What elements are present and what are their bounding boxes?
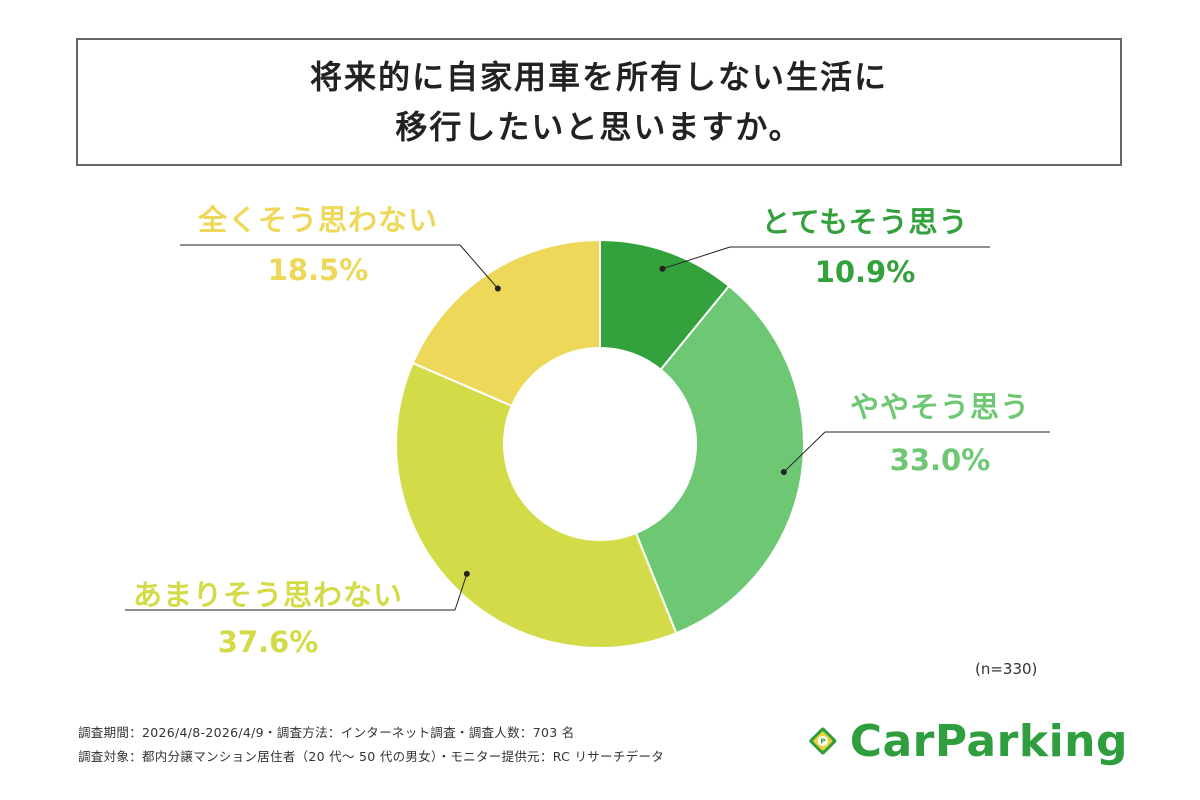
sample-size-note: (n=330) — [975, 660, 1038, 678]
footer-survey-target: 調査対象：都内分譲マンション居住者（20 代〜 50 代の男女）・モニター提供元… — [78, 749, 665, 764]
value-label-4: 18.5% — [268, 253, 369, 287]
category-label-2: ややそう思う — [850, 390, 1030, 424]
chart-title-line-1: 将来的に自家用車を所有しない生活に — [309, 58, 888, 96]
value-label-2: 33.0% — [890, 443, 991, 477]
title-box: 将来的に自家用車を所有しない生活に 移行したいと思いますか。 — [76, 38, 1122, 166]
carparking-logo: P CarParking — [808, 706, 1128, 776]
chart-title-line-2: 移行したいと思いますか。 — [395, 108, 803, 146]
leader-line-1 — [662, 246, 731, 270]
value-label-3: 37.6% — [218, 625, 319, 659]
footer-survey-period: 調査期間：2026/4/8-2026/4/9・調査方法：インターネット調査・調査… — [78, 725, 575, 740]
category-label-3: あまりそう思わない — [133, 578, 403, 612]
parking-logo-icon: P — [809, 727, 837, 755]
value-label-1: 10.9% — [815, 255, 916, 289]
category-label-4: 全くそう思わない — [197, 203, 438, 237]
logo-text: CarParking — [849, 715, 1128, 767]
leader-line-2 — [783, 431, 826, 473]
leader-line-4 — [459, 244, 499, 289]
donut-slice-3 — [395, 361, 678, 649]
donut-slice-4 — [411, 238, 601, 408]
donut-slice-2 — [634, 284, 805, 635]
leader-line-3 — [454, 573, 468, 611]
logo-letter: P — [820, 737, 825, 746]
category-label-1: とてもそう思う — [761, 205, 968, 239]
